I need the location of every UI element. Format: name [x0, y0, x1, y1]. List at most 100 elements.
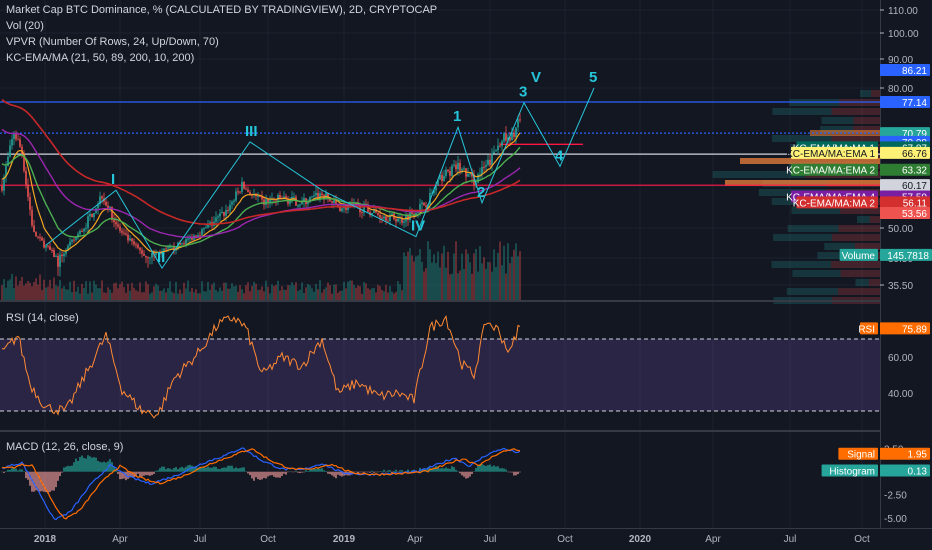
candle-body — [57, 255, 59, 267]
macd-histogram-bar — [459, 471, 461, 474]
candle-body — [227, 210, 229, 212]
volume-bar — [241, 289, 243, 300]
rsi-legend[interactable]: RSI (14, close) — [6, 312, 79, 324]
macd-histogram-bar — [215, 466, 217, 472]
candle-body — [461, 169, 463, 171]
volume-bar — [379, 286, 381, 300]
vol-legend[interactable]: Vol (20) — [6, 20, 44, 32]
vpvr-bar-down — [871, 90, 880, 97]
candle-body — [267, 199, 269, 204]
macd-histogram-bar — [483, 465, 485, 472]
volume-bar — [505, 273, 507, 300]
volume-bar — [391, 291, 393, 300]
volume-bar — [519, 251, 521, 300]
macd-histogram-bar — [135, 471, 137, 477]
macd-histogram-bar — [205, 467, 207, 472]
volume-bar — [481, 263, 483, 300]
volume-bar — [201, 281, 203, 300]
macd-histogram-bar — [103, 461, 105, 472]
macd-histogram-bar — [389, 470, 391, 472]
kc-legend[interactable]: KC-EMA/MA (21, 50, 89, 200, 10, 200) — [6, 52, 195, 64]
volume-bar — [73, 280, 75, 300]
vpvr-poc-bar — [740, 158, 880, 164]
candle-body — [111, 206, 113, 220]
volume-bar — [389, 285, 391, 300]
volume-bar — [263, 291, 265, 300]
volume-bar — [457, 273, 459, 300]
volume-bar — [147, 284, 149, 300]
x-axis[interactable]: 2018 Apr Jul Oct 2019 Apr Jul Oct 2020 Apr Jul Oct — [34, 534, 870, 545]
vpvr-legend[interactable]: VPVR (Number Of Rows, 24, Up/Down, 70) — [6, 36, 219, 48]
macd-histogram-bar — [333, 471, 335, 477]
volume-bar — [363, 281, 365, 300]
candle-body — [519, 119, 521, 121]
volume-bar — [381, 290, 383, 300]
vpvr-bar-down — [838, 225, 880, 232]
macd-histogram-bar — [377, 471, 379, 473]
volume-bar — [257, 289, 259, 300]
volume-bar — [131, 282, 133, 300]
indicator-label-bg — [791, 163, 878, 176]
time-tick-label: Oct — [854, 534, 870, 545]
volume-bar — [85, 281, 87, 300]
volume-bar — [461, 253, 463, 300]
price-tag-bg — [880, 179, 930, 192]
main-legend[interactable]: Market Cap BTC Dominance, % (CALCULATED … — [6, 4, 438, 16]
candle-body — [395, 219, 397, 222]
macd-histogram-bar — [375, 471, 377, 473]
macd-histogram-bar — [209, 467, 211, 472]
price-tag: 66.76 — [902, 149, 927, 160]
candle-body — [143, 253, 145, 256]
wave-label-V: V — [531, 69, 541, 86]
volume-bar — [473, 253, 475, 300]
volume-bar — [97, 288, 99, 300]
wave-label-5: 5 — [589, 69, 597, 86]
macd-histogram-bar — [433, 468, 435, 472]
candle-body — [139, 247, 141, 251]
volume-bar — [213, 282, 215, 300]
candle-body — [289, 200, 291, 204]
vpvr-bar-down — [831, 234, 880, 241]
price-tag-bg — [880, 146, 930, 159]
macd-histogram-bar — [239, 467, 241, 472]
volume-bar — [349, 280, 351, 300]
volume-bar — [283, 289, 285, 300]
volume-bar — [393, 293, 395, 300]
macd-histogram-bar — [257, 471, 259, 480]
candle-body — [7, 156, 9, 167]
volume-bar — [373, 287, 375, 300]
macd-histogram-bar — [301, 471, 303, 473]
volume-bar — [341, 290, 343, 300]
volume-bar — [199, 293, 201, 300]
volume-bar — [255, 283, 257, 300]
volume-bar — [347, 281, 349, 300]
candle-body — [435, 185, 437, 191]
volume-bar — [311, 288, 313, 300]
pane-dividers[interactable] — [0, 0, 932, 529]
volume-bar — [447, 251, 449, 300]
volume-bar — [27, 280, 29, 300]
volume-bar — [251, 285, 253, 300]
volume-bar — [355, 287, 357, 300]
macd-histogram-bar — [11, 468, 13, 472]
volume-bar — [187, 280, 189, 300]
volume-bar — [501, 265, 503, 300]
volume-bar — [399, 284, 401, 300]
candle-body — [35, 231, 37, 237]
axis-divider — [880, 0, 881, 528]
macd-histogram-bar — [323, 470, 325, 472]
candle-body — [453, 164, 455, 166]
candle-body — [303, 198, 305, 202]
candle-body — [197, 235, 199, 238]
candle-body — [207, 224, 209, 228]
macd-histogram-bar — [101, 462, 103, 472]
volume-bar — [5, 287, 7, 300]
volume-bar — [253, 281, 255, 300]
macd-histogram-bar — [437, 466, 439, 472]
macd-legend[interactable]: MACD (12, 26, close, 9) — [6, 441, 124, 453]
candle-body — [241, 181, 243, 192]
volume-bar — [183, 282, 185, 300]
volume-bar — [137, 291, 139, 300]
volume-bar — [173, 293, 175, 300]
